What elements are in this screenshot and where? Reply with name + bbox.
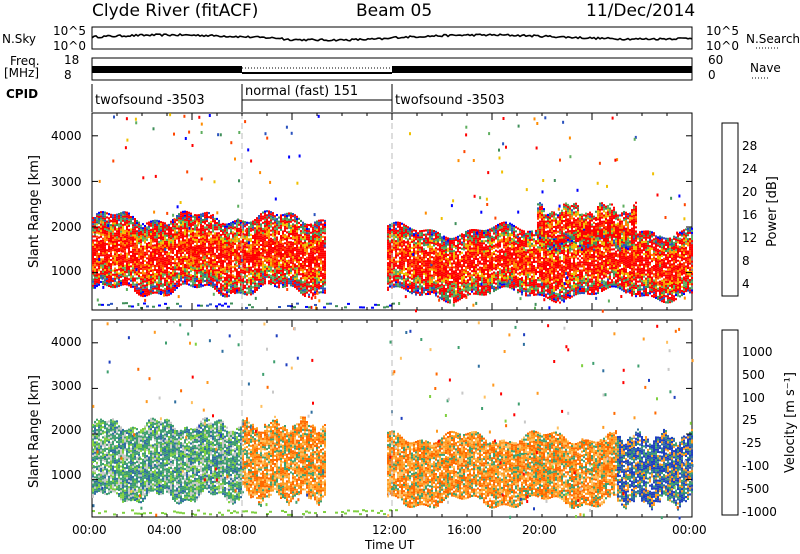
velocity-cbar-tick-25: 25 (742, 413, 758, 427)
freq-unit-label: [MHz] (4, 66, 40, 80)
power-cbar-tick-20: 20 (742, 185, 758, 199)
velocity-ytick-2000: 2000 (51, 423, 82, 437)
nsky-tick-bottom: 10^0 (53, 39, 86, 53)
xtick-0: 00:00 (72, 523, 107, 537)
power-ytick-3000: 3000 (51, 175, 82, 189)
velocity-heatmap (92, 320, 694, 520)
velocity-cbar-tick-m1000: -1000 (742, 505, 777, 519)
nave-tick-top: 60 (708, 53, 724, 67)
power-ytick-1000: 1000 (51, 264, 82, 278)
cpid-segment-2: normal (fast) 151 (245, 84, 359, 99)
xtick-1: 04:00 (147, 523, 182, 537)
cpid-label: CPID (6, 87, 39, 101)
xtick-3: 12:00 (372, 523, 407, 537)
velocity-cbar-tick-500: 500 (742, 368, 765, 382)
velocity-cbar-tick-100: 100 (742, 391, 765, 405)
nsky-tick-top: 10^5 (53, 24, 86, 38)
cpid-segment-1: twofsound -3503 (95, 93, 205, 108)
nsearch-tick-bottom: 10^0 (706, 39, 739, 53)
xtick-5: 20:00 (522, 523, 557, 537)
nsky-series-line (91, 32, 693, 42)
power-cbar-tick-4: 4 (742, 277, 750, 291)
freq-tick-top: 18 (64, 53, 80, 67)
xtick-4: 16:00 (447, 523, 482, 537)
power-cbar-tick-8: 8 (742, 254, 750, 268)
beam-title: Beam 05 (356, 1, 433, 21)
nsearch-label: N.Search (746, 32, 800, 46)
velocity-cbar-tick-m25: -25 (742, 436, 762, 450)
freq-bar-segment-1 (92, 66, 242, 73)
velocity-ytick-3000: 3000 (51, 379, 82, 393)
cpid-segment-3: twofsound -3503 (395, 93, 505, 108)
xtick-6: 00:00 (672, 523, 707, 537)
freq-bar-segment-2 (392, 66, 692, 73)
nave-label: Nave (750, 61, 781, 75)
nave-tick-bottom: 0 (708, 68, 716, 82)
freq-tick-bottom: 8 (64, 68, 72, 82)
xaxis-label: Time UT (365, 538, 415, 552)
freq-label: Freq. (10, 54, 40, 68)
velocity-cbar-tick-1000: 1000 (742, 345, 773, 359)
velocity-colorbar-frame (721, 329, 739, 516)
power-heatmap (92, 113, 693, 313)
power-colorbar-frame (721, 122, 739, 297)
station-title: Clyde River (fitACF) (92, 1, 259, 21)
velocity-cbar-tick-m500: -500 (742, 482, 770, 496)
xtick-2: 08:00 (222, 523, 257, 537)
velocity-ytick-1000: 1000 (51, 468, 82, 482)
power-cbar-tick-28: 28 (742, 139, 758, 153)
power-cbar-tick-12: 12 (742, 231, 758, 245)
freq-bar-segment-mid (242, 72, 392, 74)
power-ytick-4000: 4000 (51, 129, 82, 143)
velocity-ytick-4000: 4000 (51, 335, 82, 349)
velocity-cbar-tick-m100: -100 (742, 459, 770, 473)
nsky-label: N.Sky (2, 32, 37, 46)
power-cbar-tick-24: 24 (742, 162, 758, 176)
date-title: 11/Dec/2014 (586, 1, 696, 21)
nsearch-tick-top: 10^5 (706, 24, 739, 38)
power-cbar-tick-16: 16 (742, 208, 758, 222)
power-ytick-2000: 2000 (51, 220, 82, 234)
